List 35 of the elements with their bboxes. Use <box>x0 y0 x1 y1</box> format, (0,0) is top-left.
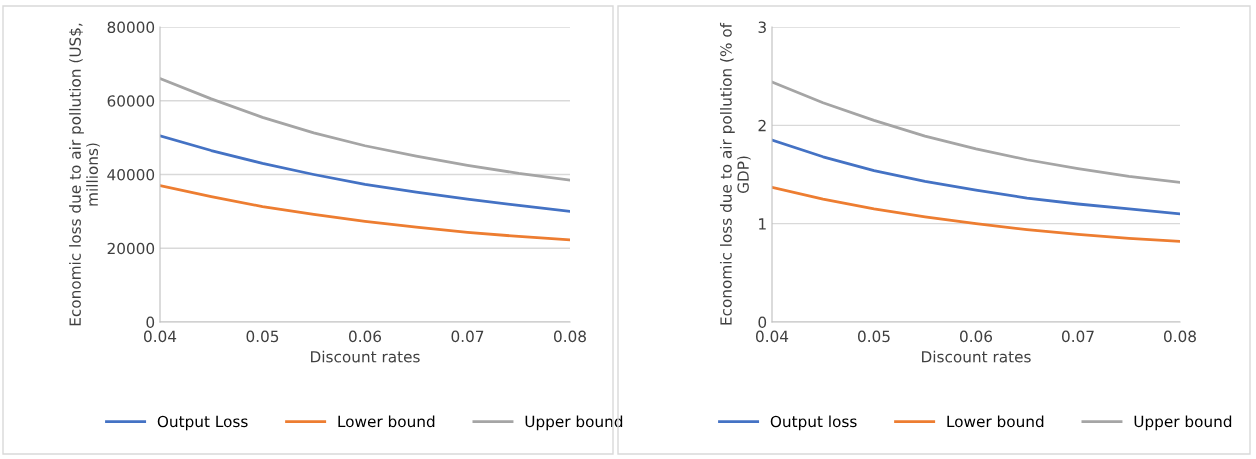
x-axis-title: Discount rates <box>311 350 420 363</box>
legend-label: Output Loss <box>157 415 248 431</box>
line-series <box>160 134 570 213</box>
y-tick-label: 0 <box>758 316 767 329</box>
y-tick-label: 1 <box>759 218 766 230</box>
y-tick-label: 40000 <box>107 168 155 181</box>
x-tick-label: 0.04 <box>756 330 789 343</box>
line-series <box>160 77 570 182</box>
x-tick-label: 0.08 <box>554 330 586 343</box>
y-tick-label: 3 <box>758 21 766 34</box>
legend-label: Lower bound <box>947 415 1044 428</box>
legend-label: Upper bound <box>525 415 623 431</box>
line-series <box>772 185 1180 243</box>
y-tick-label: 60000 <box>107 95 155 107</box>
x-axis-title: Discount rates <box>922 350 1031 363</box>
x-tick-label: 0.05 <box>246 330 279 343</box>
y-tick-label: 20000 <box>107 242 155 255</box>
y-axis-title: Economic loss due to air pollution (% of GDP) <box>719 22 751 325</box>
x-tick-label: 0.07 <box>451 330 484 343</box>
x-tick-label: 0.06 <box>960 330 993 343</box>
y-tick-label: 2 <box>758 119 766 132</box>
y-tick-label: 80000 <box>107 21 155 34</box>
line-series <box>160 184 570 242</box>
line-series <box>772 138 1180 216</box>
legend-label: Output loss <box>770 415 857 431</box>
line-series <box>772 80 1180 184</box>
legend-label: Upper bound <box>1134 415 1232 431</box>
x-tick-label: 0.05 <box>858 330 890 343</box>
y-axis-title: Economic loss due to air pollution (US$, millions) <box>69 23 100 326</box>
y-tick-label: 0 <box>146 316 155 329</box>
x-tick-label: 0.04 <box>144 330 177 343</box>
legend-label: Lower bound <box>338 415 435 428</box>
x-tick-label: 0.07 <box>1062 330 1094 343</box>
x-tick-label: 0.06 <box>349 330 382 343</box>
x-tick-label: 0.08 <box>1164 330 1196 343</box>
